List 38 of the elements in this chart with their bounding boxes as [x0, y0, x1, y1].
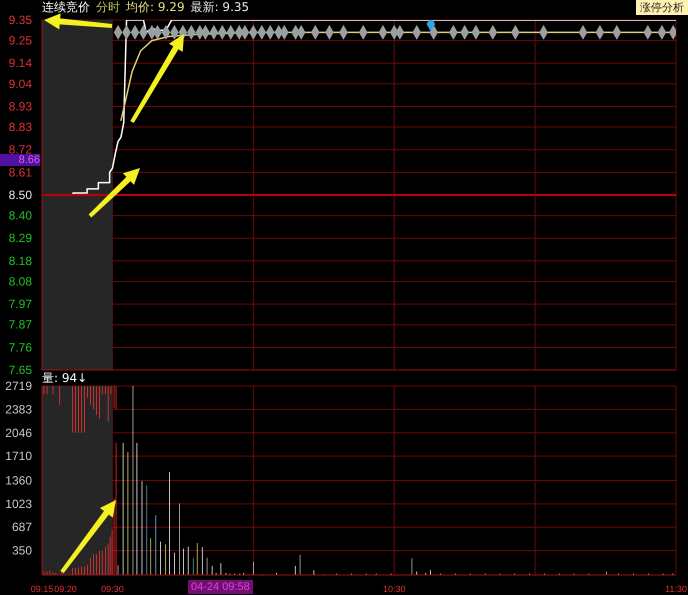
y-tick-label: 9.14 [8, 56, 32, 70]
y-tick-label: 7.87 [8, 318, 32, 332]
text: 量: 94↓ [42, 371, 88, 385]
y-tick-label: 1360 [5, 473, 32, 488]
y-tick-label: 2719 [5, 379, 32, 393]
y-tick-label: 7.65 [8, 363, 32, 377]
x-tick-label: 11:30 [665, 584, 687, 594]
text: 分时 [96, 0, 120, 15]
text: 涨停分析 [636, 0, 688, 15]
y-tick-label: 8.72 [8, 142, 32, 157]
text: 04-24 09:58 [188, 580, 253, 594]
y-tick-label: 2383 [5, 402, 32, 416]
text: 最新: 9.35 [190, 0, 250, 15]
y-tick-label: 350 [12, 544, 32, 558]
y-tick-label: 1023 [5, 496, 32, 511]
y-tick-label: 9.35 [8, 13, 32, 27]
y-tick-label: 8.29 [8, 231, 32, 246]
text: 8.66 [0, 154, 40, 166]
y-tick-label: 687 [12, 520, 32, 534]
y-tick-label: 9.04 [8, 76, 32, 91]
y-tick-label: 8.61 [8, 165, 32, 180]
x-tick-label: 09:20 [54, 584, 77, 594]
y-tick-label: 9.25 [8, 34, 32, 48]
y-tick-label: 8.93 [8, 99, 32, 114]
y-tick-label: 8.18 [8, 254, 32, 268]
y-tick-label: 7.97 [8, 297, 32, 312]
x-tick-label: 10:30 [382, 584, 406, 594]
y-tick-label: 1710 [5, 449, 32, 464]
y-tick-label: 8.40 [8, 208, 32, 223]
y-tick-label: 2046 [5, 426, 32, 440]
x-tick-label: 09:15 [30, 584, 54, 594]
y-tick-label: 8.08 [8, 274, 32, 288]
y-tick-label: 8.83 [8, 120, 32, 134]
y-tick-label: 8.50 [8, 188, 32, 202]
chart-title: 连续竞价 [42, 0, 90, 15]
x-tick-label: 09:30 [101, 584, 124, 594]
text: 均价: 9.29 [126, 0, 185, 15]
y-tick-label: 7.76 [8, 340, 32, 354]
